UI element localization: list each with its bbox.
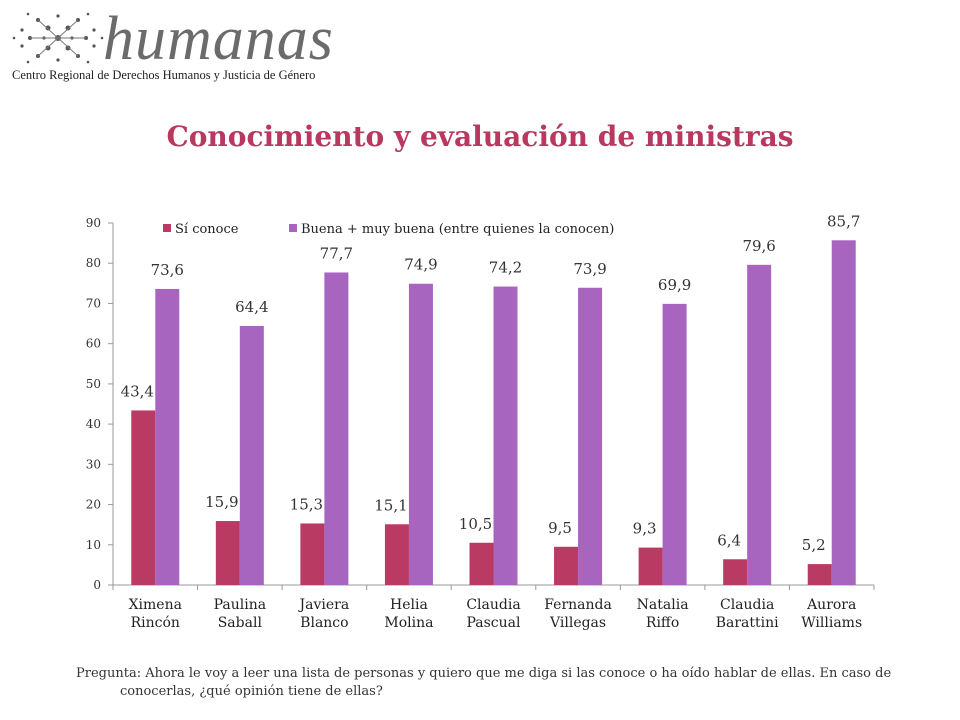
data-label: 9,3 — [633, 520, 657, 538]
y-tick-label: 70 — [86, 296, 101, 310]
bar-buena-muy-buena — [662, 303, 687, 585]
bar-si-conoce — [384, 524, 409, 585]
bar-buena-muy-buena — [831, 240, 856, 585]
data-label: 15,3 — [290, 495, 323, 513]
y-tick-label: 60 — [86, 337, 101, 351]
humanas-emblem-icon — [12, 12, 104, 64]
data-label: 10,5 — [459, 515, 492, 533]
x-tick-label: Pascual — [466, 615, 521, 631]
legend-label: Buena + muy buena (entre quienes la cono… — [301, 222, 614, 237]
legend-label: Sí conoce — [175, 222, 239, 237]
data-label: 6,4 — [717, 531, 741, 549]
data-label: 64,4 — [235, 298, 268, 316]
data-label: 69,9 — [658, 276, 691, 294]
data-label: 43,4 — [121, 382, 154, 400]
humanas-logo: humanas Centro Regional de Derechos Huma… — [0, 0, 333, 96]
x-tick-label: Rincón — [131, 615, 180, 631]
logo-wordmark: humanas — [103, 5, 334, 73]
bar-buena-muy-buena — [155, 288, 180, 585]
x-tick-label: Natalia — [637, 597, 689, 613]
x-tick-label: Claudia — [466, 597, 520, 613]
x-tick-label: Ximena — [129, 597, 182, 613]
x-tick-label: Riffo — [646, 615, 679, 631]
data-label: 74,2 — [489, 259, 522, 277]
data-label: 15,9 — [205, 493, 238, 511]
legend-swatch — [289, 224, 297, 232]
bar-si-conoce — [300, 523, 325, 585]
question-footnote: Pregunta: Ahora le voy a leer una lista … — [76, 666, 892, 699]
x-tick-label: Blanco — [300, 615, 348, 631]
x-tick-label: Villegas — [549, 615, 606, 631]
x-tick-label: Williams — [801, 615, 862, 631]
y-tick-label: 10 — [86, 538, 101, 552]
bar-si-conoce — [469, 542, 494, 585]
data-label: 73,6 — [151, 261, 184, 279]
x-tick-label: Fernanda — [544, 597, 612, 613]
x-tick-label: Helia — [390, 597, 428, 613]
y-tick-label: 40 — [86, 417, 101, 431]
bar-buena-muy-buena — [578, 287, 603, 585]
y-tick-label: 80 — [86, 256, 101, 270]
data-label: 5,2 — [802, 536, 826, 554]
x-tick-label: Barattini — [716, 615, 779, 631]
page-title: Conocimiento y evaluación de ministras — [166, 120, 794, 153]
y-tick-label: 90 — [86, 216, 101, 230]
x-tick-label: Paulina — [214, 597, 266, 613]
x-tick-label: Molina — [384, 615, 433, 631]
bar-chart: 0 10 20 30 40 50 60 70 80 90 43,4 73,6 Ximena Rincón 1… — [86, 212, 875, 631]
data-label: 74,9 — [404, 256, 437, 274]
bar-buena-muy-buena — [747, 264, 772, 585]
x-tick-label: Javiera — [298, 597, 350, 613]
bar-buena-muy-buena — [239, 325, 264, 585]
bar-buena-muy-buena — [324, 272, 349, 585]
y-tick-label: 30 — [86, 457, 101, 471]
bar-si-conoce — [807, 564, 832, 585]
data-label: 9,5 — [548, 519, 572, 537]
x-tick-label: Saball — [218, 615, 263, 631]
bar-si-conoce — [215, 521, 240, 585]
y-tick-label: 0 — [93, 578, 101, 592]
data-label: 73,9 — [573, 260, 606, 278]
bar-buena-muy-buena — [408, 283, 433, 585]
bar-si-conoce — [723, 559, 748, 585]
y-tick-label: 20 — [86, 498, 101, 512]
legend-swatch — [163, 224, 171, 232]
data-label: 77,7 — [320, 244, 353, 262]
bar-si-conoce — [638, 547, 663, 585]
y-tick-label: 50 — [86, 377, 101, 391]
data-label: 79,6 — [742, 237, 775, 255]
data-label: 15,1 — [374, 496, 407, 514]
logo-tagline: Centro Regional de Derechos Humanos y Ju… — [12, 68, 316, 82]
x-tick-label: Aurora — [806, 597, 856, 613]
bar-si-conoce — [131, 410, 156, 585]
data-label: 85,7 — [827, 212, 860, 230]
bar-si-conoce — [554, 546, 579, 585]
x-tick-label: Claudia — [720, 597, 774, 613]
bar-buena-muy-buena — [493, 286, 518, 585]
